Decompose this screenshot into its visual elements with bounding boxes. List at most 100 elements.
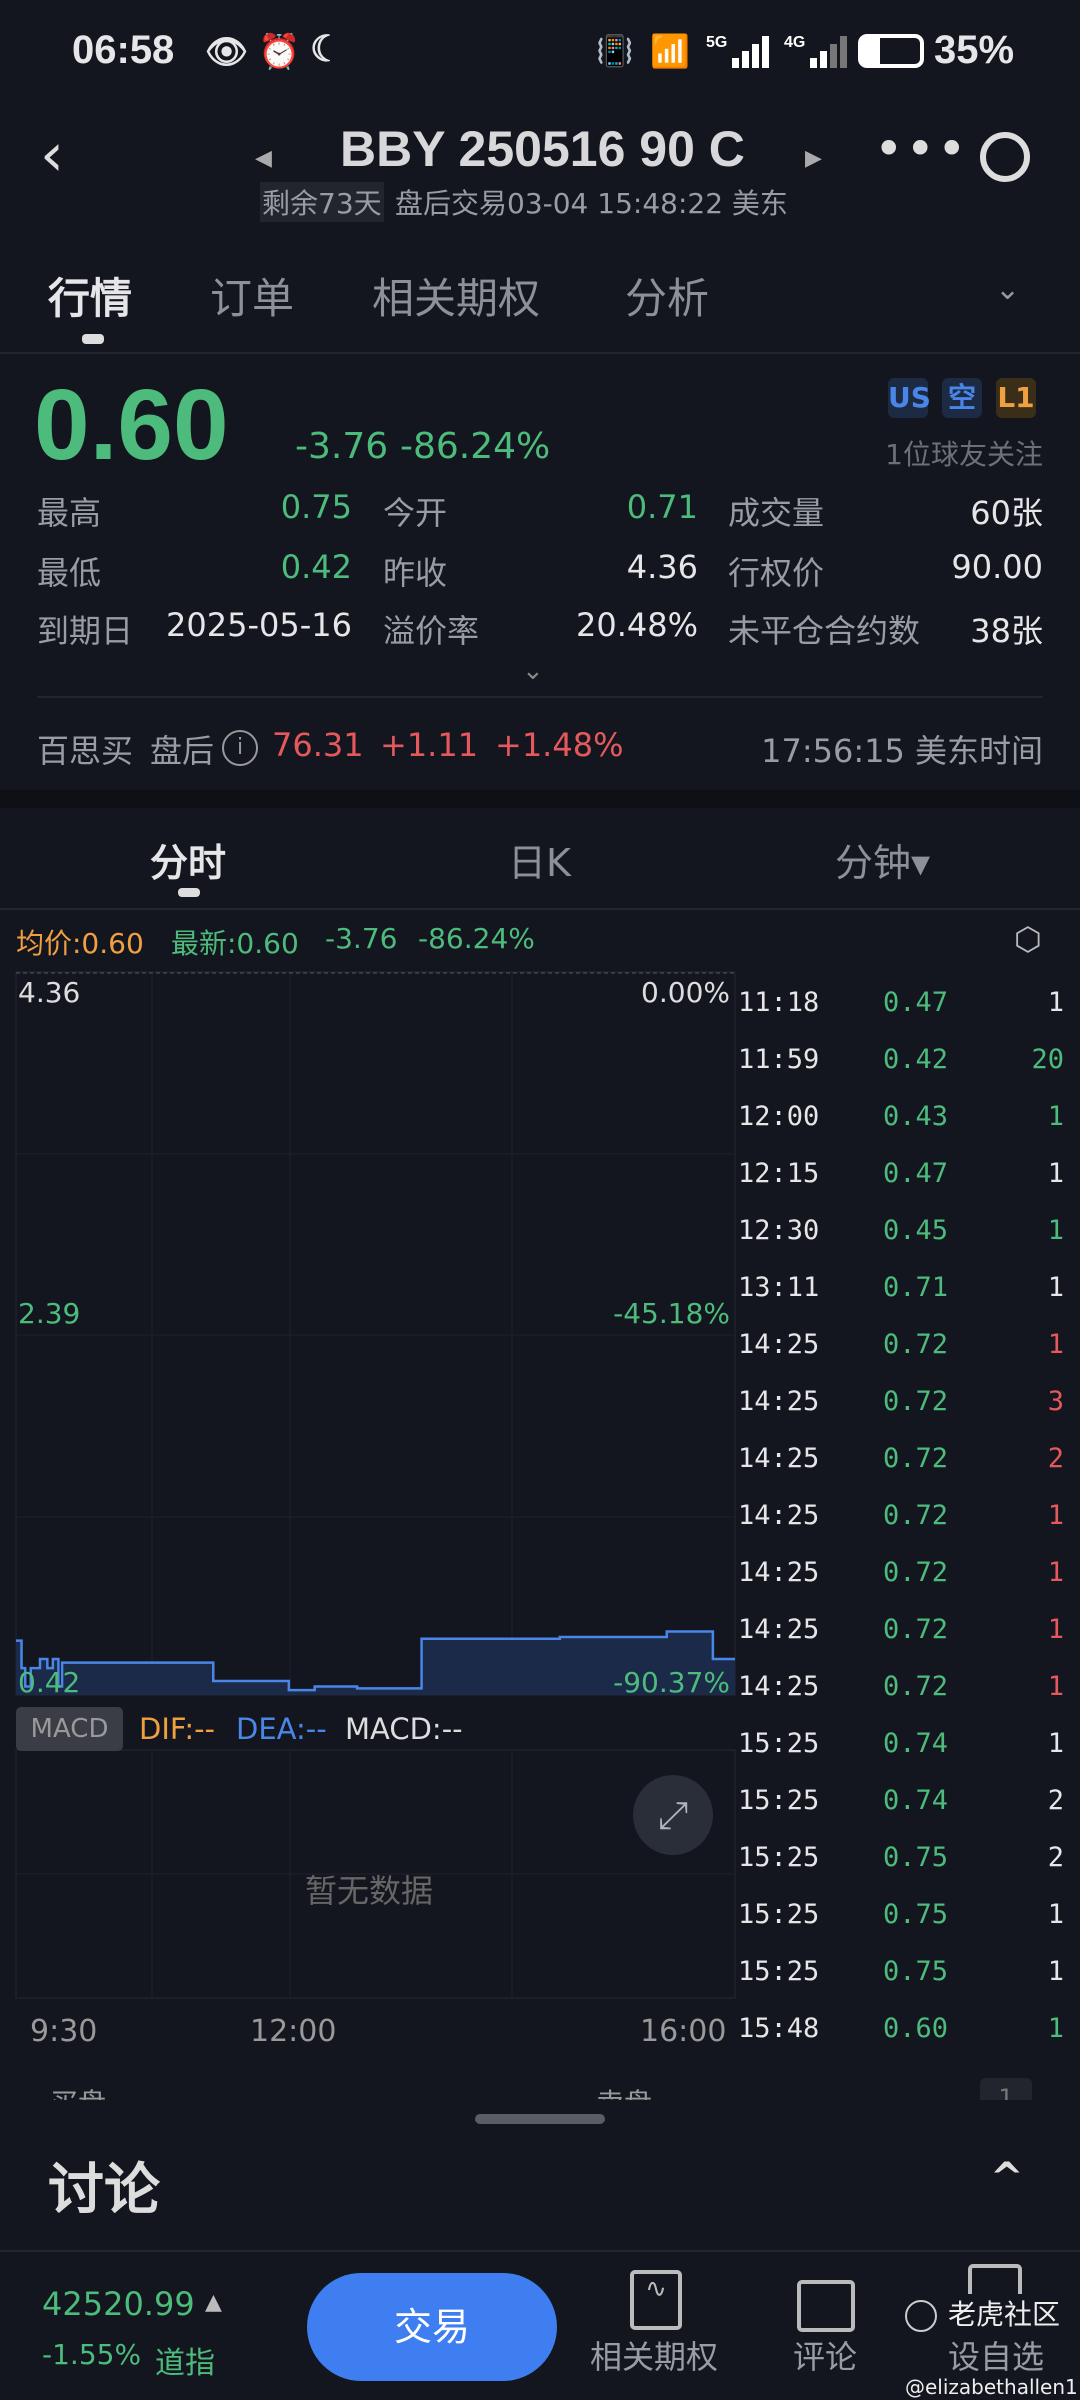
trade-price: 0.43 xyxy=(883,1101,949,1132)
trade-time: 15:25 xyxy=(738,1785,820,1816)
macd-dif: DIF:-- xyxy=(139,1712,216,1746)
tab-quote[interactable]: 行情 xyxy=(48,274,133,323)
trade-time: 12:00 xyxy=(738,1101,820,1132)
price-change: -3.76 xyxy=(295,426,389,467)
macd-indicator-button[interactable]: MACD xyxy=(16,1707,123,1751)
trade-volume: 2 xyxy=(1047,1842,1064,1873)
underlying-change-pct: +1.48% xyxy=(495,726,624,764)
back-button[interactable]: ‹ xyxy=(40,120,64,190)
trade-price: 0.74 xyxy=(883,1728,949,1759)
macd-dea: DEA:-- xyxy=(236,1712,327,1746)
us-market-badge: US xyxy=(888,378,931,418)
divider xyxy=(37,696,1043,698)
related-options-icon[interactable]: ∿ xyxy=(630,2270,682,2330)
trade-time: 14:25 xyxy=(738,1500,820,1531)
trade-row: 15:25 0.74 2 xyxy=(738,1772,1064,1829)
trade-time: 14:25 xyxy=(738,1671,820,1702)
nav-comment[interactable]: 评论 xyxy=(793,2338,858,2376)
trade-time: 11:59 xyxy=(738,1044,820,1075)
trade-volume: 1 xyxy=(1047,1728,1064,1759)
y-right-bottom: -90.37% xyxy=(613,1666,730,1699)
chart-tab-intraday[interactable]: 分时 xyxy=(150,841,227,885)
trade-volume: 1 xyxy=(1047,1899,1064,1930)
trade-volume: 1 xyxy=(1047,1956,1064,1987)
nav-related-options[interactable]: 相关期权 xyxy=(590,2338,719,2376)
price-change-pct: -86.24% xyxy=(400,426,551,467)
last-price: 0.60 xyxy=(34,369,229,481)
tab-related-options[interactable]: 相关期权 xyxy=(372,274,541,323)
trade-row: 11:59 0.42 20 xyxy=(738,1031,1064,1088)
discussion-title: 讨论 xyxy=(48,2158,160,2223)
trade-button[interactable]: 交易 xyxy=(307,2273,557,2381)
trade-volume: 1 xyxy=(1047,1614,1064,1645)
next-contract-arrow[interactable]: ▶ xyxy=(805,146,822,171)
trade-volume: 2 xyxy=(1047,1443,1064,1474)
trade-price: 0.72 xyxy=(883,1614,949,1645)
chart-settings-icon[interactable]: ⬡ xyxy=(1014,920,1042,958)
x-tick-mid: 12:00 xyxy=(250,2014,337,2049)
nav-add-watchlist[interactable]: 设自选 xyxy=(948,2338,1045,2376)
chart-tab-minute[interactable]: 分钟▾ xyxy=(835,841,931,885)
5g-signal-icon: 5G xyxy=(706,34,772,68)
divider xyxy=(0,2250,1080,2252)
more-icon[interactable]: ••• xyxy=(874,120,969,178)
underlying-name[interactable]: 百思买 xyxy=(37,732,134,770)
x-tick-end: 16:00 xyxy=(640,2014,727,2049)
tiger-logo-icon xyxy=(905,2300,937,2332)
legend-change: -3.76 xyxy=(325,922,398,955)
add-watchlist-icon[interactable] xyxy=(968,2264,1022,2294)
macd-value: MACD:-- xyxy=(345,1712,463,1746)
trade-row: 14:25 0.72 3 xyxy=(738,1373,1064,1430)
stat-value: 60张 xyxy=(970,494,1043,532)
trade-row: 14:25 0.72 1 xyxy=(738,1544,1064,1601)
underlying-price: 76.31 xyxy=(272,726,364,764)
tab-analysis[interactable]: 分析 xyxy=(625,274,710,323)
trade-row: 15:25 0.75 2 xyxy=(738,1829,1064,1886)
trade-volume: 20 xyxy=(1031,1044,1064,1075)
trade-volume: 1 xyxy=(1047,2013,1064,2044)
stat-value: 0.71 xyxy=(626,488,698,526)
tab-orders[interactable]: 订单 xyxy=(210,274,295,323)
trade-time: 15:48 xyxy=(738,2013,820,2044)
chart-frame xyxy=(15,971,736,1696)
moon-icon: ☾ xyxy=(310,28,343,69)
stat-value: 4.36 xyxy=(626,548,698,586)
trade-time: 14:25 xyxy=(738,1386,820,1417)
trade-time: 14:25 xyxy=(738,1614,820,1645)
info-icon[interactable]: i xyxy=(222,730,258,766)
intraday-chart[interactable] xyxy=(0,960,740,2040)
expand-stats-chevron-icon[interactable]: ⌄ xyxy=(522,656,544,686)
stat-value: 90.00 xyxy=(951,548,1043,586)
stat-label: 未平仓合约数 xyxy=(728,612,921,650)
trade-price: 0.74 xyxy=(883,1785,949,1816)
stat-label: 昨收 xyxy=(383,554,448,592)
trade-row: 14:25 0.72 1 xyxy=(738,1487,1064,1544)
trade-volume: 2 xyxy=(1047,1785,1064,1816)
status-time: 06:58 xyxy=(72,28,175,72)
orderbook-level-badge[interactable]: 1 xyxy=(980,2078,1032,2100)
trade-row: 11:18 0.47 1 xyxy=(738,974,1064,1031)
stat-value: 2025-05-16 xyxy=(166,606,352,644)
trade-volume: 1 xyxy=(1047,1158,1064,1189)
tabs-expand-chevron-icon[interactable]: ⌄ xyxy=(995,272,1021,307)
fullscreen-icon[interactable]: ⤢ xyxy=(633,1775,713,1855)
collapse-chevron-up-icon[interactable]: ^ xyxy=(990,2155,1024,2201)
search-icon[interactable] xyxy=(980,132,1030,182)
legend-latest: 最新:0.60 xyxy=(171,927,299,960)
prev-contract-arrow[interactable]: ◀ xyxy=(255,146,272,171)
index-value[interactable]: 42520.99 xyxy=(42,2285,195,2323)
stat-label: 今开 xyxy=(383,494,448,532)
stat-label: 溢价率 xyxy=(383,612,480,650)
trade-time: 12:30 xyxy=(738,1215,820,1246)
trade-price: 0.72 xyxy=(883,1329,949,1360)
tab-indicator xyxy=(82,334,104,344)
drag-handle[interactable] xyxy=(475,2114,605,2124)
watermark-brand: 老虎社区 xyxy=(948,2298,1061,2331)
trade-price: 0.75 xyxy=(883,1842,949,1873)
chart-tab-daily[interactable]: 日K xyxy=(508,841,571,885)
battery-level: 35% xyxy=(934,28,1015,72)
price-area xyxy=(16,1631,735,1695)
trade-row: 15:25 0.75 1 xyxy=(738,1886,1064,1943)
comment-icon[interactable] xyxy=(797,2280,855,2332)
divider xyxy=(0,352,1080,354)
